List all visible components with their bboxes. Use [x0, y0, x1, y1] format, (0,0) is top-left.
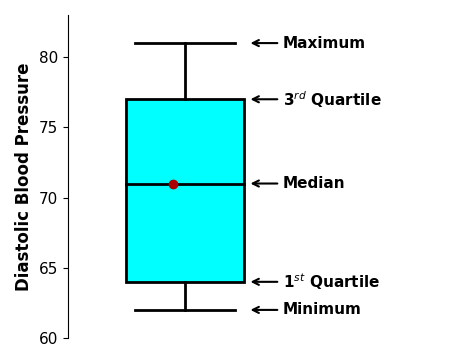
Bar [127, 99, 244, 282]
Text: 1$^{st}$ Quartile: 1$^{st}$ Quartile [253, 272, 380, 292]
Text: Minimum: Minimum [253, 302, 362, 317]
Text: Median: Median [253, 176, 346, 191]
Text: Maximum: Maximum [253, 35, 366, 51]
Text: 3$^{rd}$ Quartile: 3$^{rd}$ Quartile [253, 89, 382, 110]
Y-axis label: Diastolic Blood Pressure: Diastolic Blood Pressure [15, 62, 33, 291]
